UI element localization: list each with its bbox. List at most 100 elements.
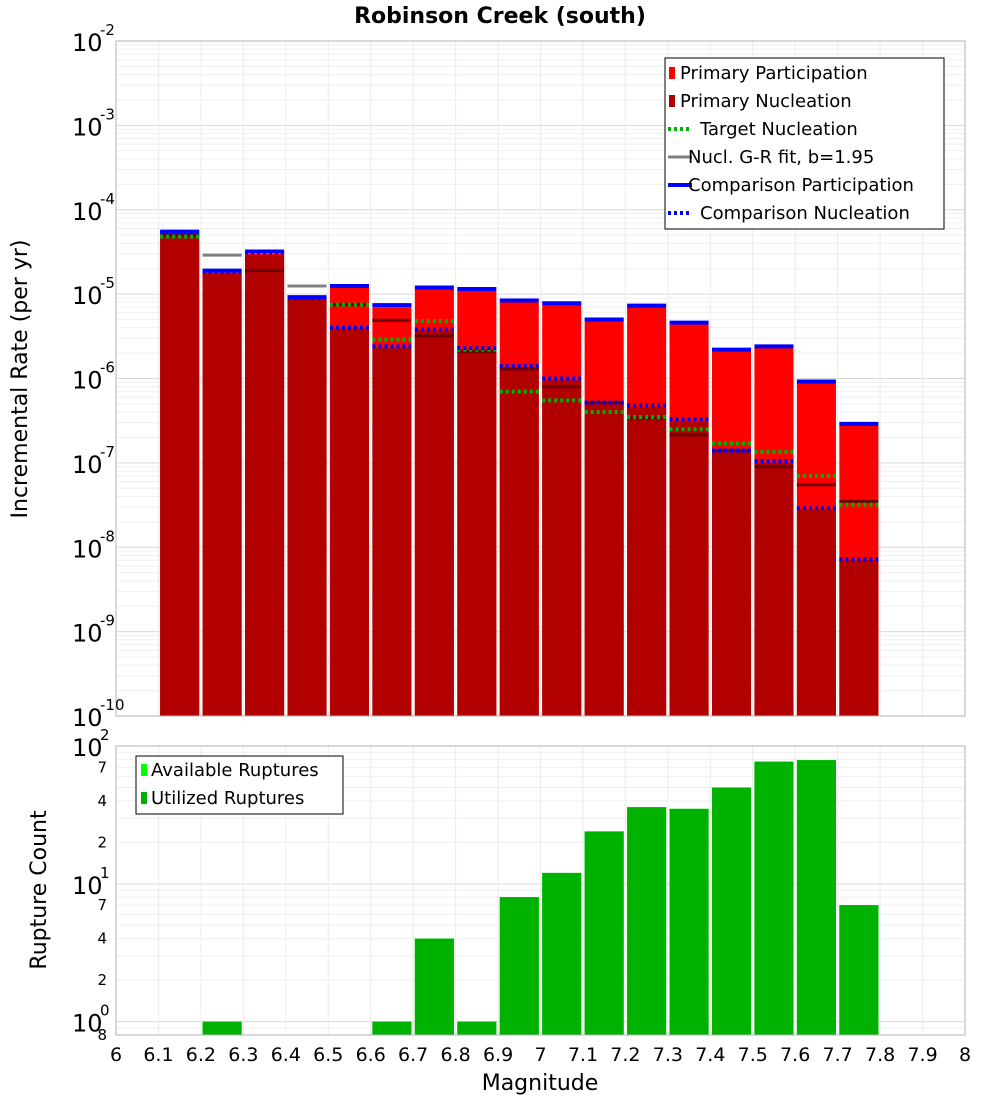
nucleation-bar	[711, 451, 752, 716]
utilized-ruptures-bar	[669, 808, 709, 1035]
legend-label: Primary Nucleation	[680, 91, 852, 112]
x-tick-label: 6.2	[186, 1044, 216, 1066]
y-tick-minor: 4	[97, 792, 107, 810]
nucleation-bar	[414, 330, 454, 716]
y-tick-minor: 7	[97, 896, 107, 914]
x-tick-label: 7.9	[907, 1044, 937, 1066]
bottom-legend-box	[135, 755, 344, 815]
utilized-ruptures-bar	[414, 938, 454, 1035]
y-tick-base: 10	[72, 872, 103, 900]
utilized-ruptures-bar	[584, 831, 624, 1035]
x-tick-label: 7.8	[865, 1044, 895, 1066]
x-tick-label: 7.4	[695, 1044, 725, 1066]
y-tick-exponent: 0	[100, 1002, 110, 1020]
nucleation-bar	[542, 380, 582, 716]
utilized-ruptures-bar	[796, 760, 836, 1035]
legend-label: Primary Participation	[680, 63, 868, 84]
x-tick-label: 7.2	[610, 1044, 640, 1066]
x-tick-label: 6.3	[228, 1044, 258, 1066]
legend-label: Utilized Ruptures	[151, 788, 304, 809]
y-tick-base: 10	[72, 535, 103, 563]
y-tick-minor: 2	[97, 833, 107, 851]
x-tick-label: 6.5	[313, 1044, 343, 1066]
y-tick-base: 10	[72, 367, 103, 395]
x-axis-label: Magnitude	[482, 1071, 599, 1096]
utilized-ruptures-bar	[457, 1021, 497, 1035]
y-tick-exponent: 2	[100, 726, 110, 744]
bottom-y-axis-label: Rupture Count	[27, 810, 52, 970]
nucleation-bar	[160, 235, 200, 716]
x-tick-label: 8	[959, 1044, 971, 1066]
x-tick-label: 7.6	[780, 1044, 810, 1066]
nucleation-bar	[584, 403, 624, 716]
bottom-plot-frame	[115, 745, 966, 1036]
y-tick-exponent: -2	[100, 21, 115, 39]
legend-label: Target Nucleation	[699, 119, 858, 140]
y-tick-minor: 7	[97, 758, 107, 776]
x-tick-label: 6	[110, 1044, 122, 1066]
x-tick-label: 6.7	[398, 1044, 428, 1066]
utilized-ruptures-bar	[627, 807, 667, 1035]
y-tick-exponent: -10	[100, 696, 125, 714]
utilized-ruptures-bar	[839, 905, 879, 1035]
top-legend-box	[664, 57, 945, 230]
x-tick-label: 6.8	[440, 1044, 470, 1066]
y-tick-exponent: 1	[100, 864, 110, 882]
bottom-legend: Available Ruptures Utilized Ruptures	[135, 755, 344, 815]
legend-swatch	[669, 67, 675, 79]
top-markers	[160, 229, 879, 562]
y-tick-minor: 2	[97, 971, 107, 989]
legend-swatch	[141, 764, 147, 776]
legend-label: Available Ruptures	[151, 760, 319, 781]
nucleation-bar	[245, 255, 285, 716]
nucleation-bar	[796, 509, 836, 716]
utilized-ruptures-bar	[202, 1021, 242, 1035]
nucleation-bar	[372, 347, 412, 716]
nucleation-bar	[627, 406, 667, 716]
y-tick-minor: 4	[97, 930, 107, 948]
legend-swatch	[141, 792, 147, 804]
x-tick-label: 7	[534, 1044, 546, 1066]
bottom-bars	[202, 760, 879, 1035]
top-y-axis-label: Incremental Rate (per yr)	[8, 240, 33, 519]
utilized-ruptures-bar	[754, 761, 794, 1035]
x-tick-label: 6.1	[143, 1044, 173, 1066]
x-tick-label: 7.1	[568, 1044, 598, 1066]
y-tick-base: 10	[72, 113, 103, 141]
nucleation-bar	[287, 298, 327, 716]
legend-label: Comparison Nucleation	[700, 203, 910, 224]
utilized-ruptures-bar	[499, 897, 539, 1035]
x-tick-label: 7.3	[653, 1044, 683, 1066]
x-tick-label: 6.6	[356, 1044, 386, 1066]
x-tick-label: 6.9	[483, 1044, 513, 1066]
legend-label: Nucl. G-R fit, b=1.95	[688, 147, 874, 168]
x-tick-labels: 6 6.1 6.2 6.3 6.4 6.5 6.6 6.7 6.8 6.9 7 7.1 7.2 7.3 7.…	[110, 1044, 971, 1066]
y-tick-base: 10	[72, 451, 103, 479]
nucleation-bar	[839, 560, 879, 716]
y-tick-exponent: -7	[100, 443, 115, 461]
y-tick-exponent: -8	[100, 527, 115, 545]
y-tick-base: 10	[72, 1010, 103, 1038]
utilized-ruptures-bar	[542, 872, 582, 1035]
nucleation-bar	[329, 328, 370, 716]
y-tick-exponent: -9	[100, 612, 115, 630]
y-tick-base: 10	[72, 620, 103, 648]
y-tick-base: 10	[72, 282, 103, 310]
y-tick-exponent: -5	[100, 274, 115, 292]
chart-title: Robinson Creek (south)	[354, 4, 646, 29]
x-tick-label: 7.7	[823, 1044, 853, 1066]
y-tick-base: 10	[72, 734, 103, 762]
y-tick-minor: 8	[97, 1026, 107, 1044]
nucleation-bar	[457, 351, 497, 716]
nucleation-bar	[754, 462, 794, 716]
y-tick-exponent: -3	[100, 105, 115, 123]
nucleation-bar	[202, 273, 242, 716]
y-tick-exponent: -4	[100, 190, 115, 208]
y-tick-exponent: -6	[100, 359, 115, 377]
x-tick-label: 6.4	[271, 1044, 301, 1066]
y-tick-base: 10	[72, 704, 103, 732]
y-tick-base: 10	[72, 29, 103, 57]
